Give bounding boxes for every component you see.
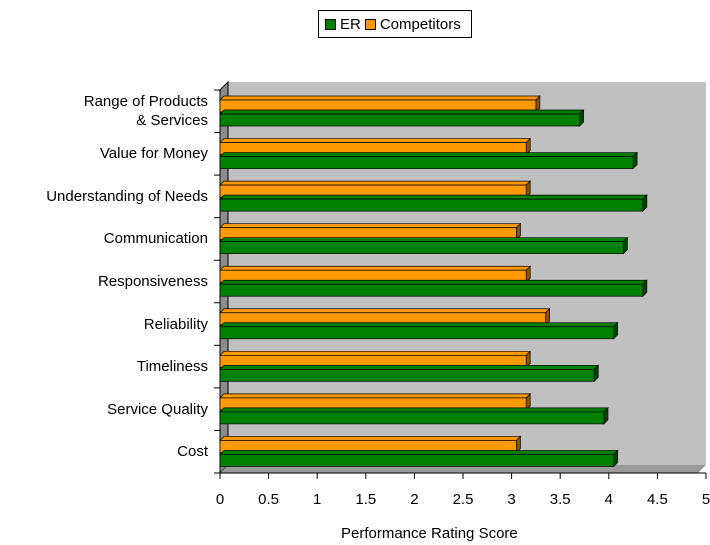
category-label: Service Quality — [107, 400, 208, 418]
bar-er — [219, 454, 615, 467]
category-label: Communication — [103, 230, 208, 248]
chart-legend: ER Competitors — [318, 10, 472, 38]
bar-top-competitors — [219, 436, 522, 441]
bar-er — [219, 156, 634, 169]
x-tick-label: 1.5 — [355, 491, 377, 508]
bar-top-er — [219, 152, 638, 157]
bar-er — [219, 198, 644, 212]
x-tick-label: 0.5 — [258, 491, 280, 508]
bar-er — [219, 283, 644, 297]
bar-top-competitors — [219, 223, 522, 229]
bar-top-er — [219, 279, 648, 285]
category-label: Cost — [177, 443, 208, 461]
bar-top-er — [219, 194, 648, 200]
bar-top-er — [219, 237, 629, 243]
bar-er — [219, 411, 605, 425]
category-label: Understanding of Needs — [46, 187, 208, 205]
plot-floor — [220, 465, 706, 473]
bar-er — [219, 326, 615, 340]
category-label: Reliability — [143, 315, 208, 333]
bar-top-competitors — [219, 265, 532, 271]
bar-top-competitors — [219, 393, 532, 399]
x-tick-label: 3.5 — [549, 491, 571, 508]
category-label: Value for Money — [99, 145, 208, 163]
bar-top-competitors — [219, 308, 551, 314]
legend-swatch-er — [325, 18, 336, 30]
bar-er — [219, 241, 624, 255]
bar-top-competitors — [219, 350, 532, 356]
x-tick-label: 5 — [701, 491, 710, 508]
x-tick-label: 1 — [313, 491, 322, 508]
x-tick-label: 2 — [410, 491, 419, 508]
bar-top-competitors — [219, 180, 532, 186]
legend-swatch-competitors — [364, 18, 376, 30]
legend-label-competitors: Competitors — [379, 15, 461, 33]
x-axis-title: Performance Rating Score — [341, 525, 518, 542]
category-label: Responsiveness — [97, 273, 208, 290]
x-tick-label: 2.5 — [452, 491, 474, 508]
legend-item-er: ER — [325, 16, 361, 33]
bar-er — [219, 113, 580, 127]
x-tick-label: 3 — [507, 491, 516, 508]
x-tick-label: 0 — [215, 491, 225, 508]
bar-top-er — [219, 407, 609, 413]
bar-top-er — [219, 364, 600, 370]
x-tick-label: 4 — [604, 491, 613, 508]
bar-top-er — [219, 322, 619, 328]
legend-item-competitors: Competitors — [364, 15, 461, 33]
category-label: Range of Products & Services — [83, 93, 208, 130]
bar-top-er — [219, 109, 585, 115]
category-label: Timeliness — [136, 358, 208, 376]
bar-top-er — [219, 450, 619, 455]
bar-top-competitors — [219, 95, 541, 101]
x-tick-label: 4.5 — [646, 491, 668, 508]
legend-label-er: ER — [340, 15, 361, 33]
bar-top-competitors — [219, 138, 532, 143]
bar-er — [219, 368, 595, 382]
